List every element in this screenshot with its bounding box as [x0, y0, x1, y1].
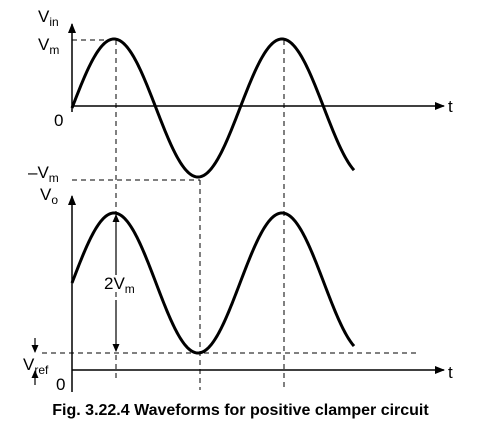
peak-label: Vm: [38, 35, 59, 57]
input-waveform: [70, 37, 356, 179]
output-waveform: [70, 211, 356, 355]
top-x-axis-label: t: [448, 97, 453, 116]
figure-caption: Fig. 3.22.4 Waveforms for positive clamp…: [52, 402, 429, 419]
ref-label: Vref: [23, 355, 49, 377]
bottom-y-axis-label: Vo: [40, 185, 58, 207]
bottom-x-axis-label: t: [448, 363, 453, 382]
amplitude-label: 2Vm: [104, 274, 135, 296]
trough-label: –Vm: [28, 163, 59, 185]
top-y-axis-label: Vin: [38, 7, 59, 29]
bottom-origin-label: 0: [56, 375, 65, 394]
top-origin-label: 0: [54, 111, 63, 130]
